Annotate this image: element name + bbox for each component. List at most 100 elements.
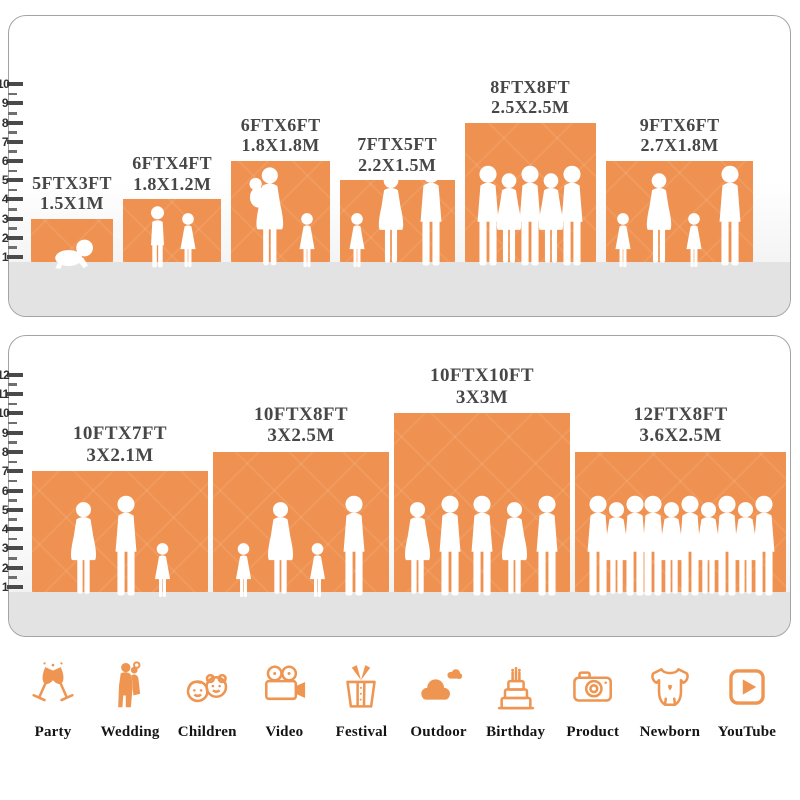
backdrop-item [31,218,113,269]
ruler-tick-major [7,565,23,570]
ruler-number: 6 [1,483,9,498]
category-item: YouTube [710,660,784,741]
ruler-tick-minor [8,460,17,464]
backdrop-size-ft: 5FTX3FT [32,172,112,193]
category-item: Birthday [479,660,553,741]
ruler-tick-minor [8,150,17,153]
woman-silhouette [726,499,765,600]
backdrop-size-label: 7FTX5FT 2.2X1.5M [357,134,437,175]
backdrop-size-ft: 12FTX8FT [633,403,728,425]
ruler-tick-minor [8,131,17,134]
ruler-tick-minor [8,208,17,211]
ruler-number: 6 [1,154,9,168]
backdrop-item [575,451,787,596]
backdrop-size-m: 3X2.5M [267,425,335,447]
backdrop-size-ft: 10FTX7FT [73,422,167,444]
girl-silhouette [149,542,176,600]
ruler-tick-major [7,255,23,259]
man-silhouette [412,164,450,270]
ruler-number: 7 [1,464,9,479]
people-silhouettes [34,494,206,600]
woman-silhouette [652,499,691,600]
backdrop-size-ft: 7FTX5FT [357,134,438,155]
woman-silhouette [372,169,410,270]
ruler-tick-major [7,585,23,589]
ruler-tick-major [7,372,23,377]
man-silhouette [511,164,549,270]
people-silhouettes [396,494,568,600]
ruler-number: 11 [0,387,9,401]
man-silhouette [528,494,566,600]
woman-silhouette [495,499,534,600]
ruler-number: 1 [1,250,9,264]
newborn-icon [643,660,697,719]
backdrop-size-label: 10FTX10FT 3X3M [430,365,534,408]
backdrop-size-m: 1.8X1.8M [241,135,320,156]
ruler-tick-minor [8,537,17,541]
backdrop-size-label: 5FTX3FT 1.5X1M [32,173,112,214]
man-silhouette [616,494,654,600]
ruler-tick-minor [8,227,17,230]
backdrop-size-label: 6FTX6FT 1.8X1.8M [241,115,321,156]
ruler-tick-minor [8,169,17,173]
category-label: Newborn [639,724,701,740]
man-silhouette [553,164,591,270]
category-item: Children [170,660,244,741]
ruler-tick-major [7,139,23,144]
people-silhouettes [467,164,594,270]
ruler-tick-major [7,101,23,106]
backdrop-item [605,161,754,268]
man-silhouette [671,494,709,600]
backdrop-size-ft: 6FTX6FT [240,114,321,135]
ruler-tick-major [7,235,23,240]
ruler-number: 7 [1,134,9,149]
category-item: Festival [324,660,398,741]
ruler-tick-major [7,469,23,474]
category-label: Product [566,724,620,740]
panel-large: 12345678910111210FTX7FT3X2.1M10FTX8FT3X2… [0,335,791,637]
backdrop-size-m: 2.7X1.8M [640,135,719,156]
backdrop-size-ft: 6FTX4FT [132,153,213,174]
ruler-number: 3 [1,211,9,226]
man-silhouette [335,494,373,600]
category-label: Birthday [486,724,546,740]
woman-silhouette [532,169,570,270]
ruler-tick-minor [8,557,17,560]
woman-silhouette [640,169,678,270]
backdrop-item [123,199,222,268]
backdrop-size-m: 3X2.1M [86,444,154,466]
party-icon [26,660,80,719]
ruler-number: 8 [1,444,9,459]
category-item: Newborn [633,660,707,741]
festival-icon [334,660,388,719]
category-label: Festival [335,724,388,740]
backdrop-size-ft: 10FTX10FT [430,365,534,386]
backdrop-size-m: 3X3M [455,386,509,408]
ruler-number: 5 [1,173,9,188]
backdrop-size-label: 9FTX6FT 2.7X1.8M [640,115,720,156]
video-icon [257,660,311,719]
ruler-tick-minor [8,576,17,579]
backdrop-size-ft: 10FTX8FT [254,403,348,425]
ruler-tick-minor [8,499,17,502]
floor-band [9,592,790,636]
backdrop-size-ft: 8FTX8FT [490,76,571,97]
woman-silhouette [490,169,528,270]
backdrop-size-label: 10FTX7FT 3X2.1M [73,423,167,466]
man-silhouette [469,164,507,270]
outdoor-icon [412,660,466,719]
ruler-tick-minor [8,479,17,483]
floor-band [9,262,790,316]
ruler-tick-major [7,449,23,454]
ruler-number: 12 [0,367,10,382]
backdrop-size-m: 2.5X2.5M [491,97,570,118]
youtube-icon [720,660,774,719]
ruler-tick-minor [8,518,17,521]
ruler-tick-major [7,392,23,396]
ruler-number: 2 [1,560,9,575]
man-silhouette [708,494,746,600]
backdrop-size-label: 6FTX4FT 1.8X1.2M [132,153,212,194]
ruler-tick-minor [8,383,17,386]
girl-silhouette [304,542,331,600]
